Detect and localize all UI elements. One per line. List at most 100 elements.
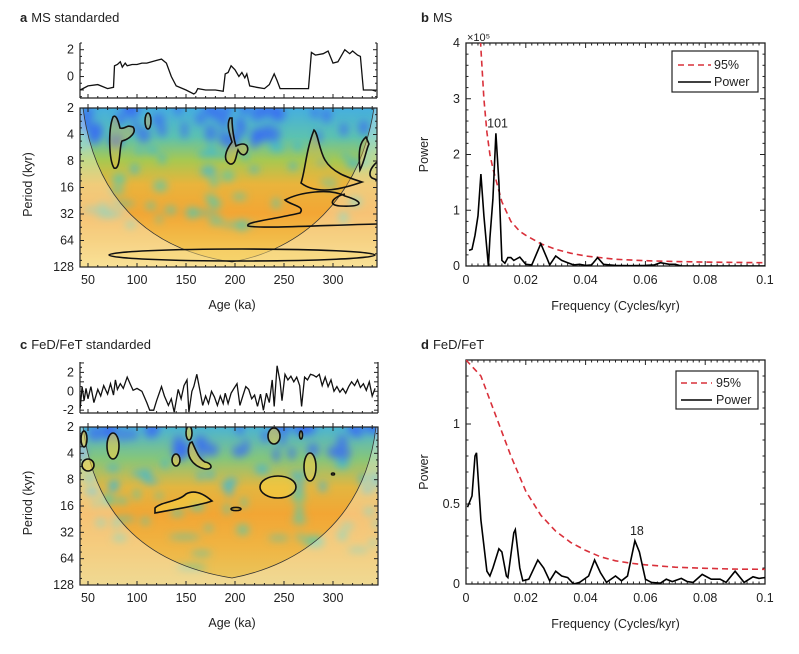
wavelet-low-power-blob xyxy=(262,123,272,142)
wavelet-low-power-blob xyxy=(293,141,302,152)
contour xyxy=(267,427,281,445)
x-tick-label: 100 xyxy=(127,591,148,605)
wavelet-low-power-blob xyxy=(130,163,139,175)
wavelet-low-power-blob xyxy=(288,446,296,461)
x-tick-label: 50 xyxy=(81,591,95,605)
top-series-y-tick-label: 2 xyxy=(67,365,74,379)
wavelet-low-power-blob xyxy=(194,435,203,452)
wavelet-low-power-blob xyxy=(235,427,244,436)
x-axis-label: Frequency (Cycles/kyr) xyxy=(551,617,680,631)
peak-annotation: 101 xyxy=(487,116,508,130)
wavelet-low-power-blob xyxy=(221,481,232,490)
contour xyxy=(144,112,152,130)
wavelet-low-power-blob xyxy=(133,488,141,500)
cone-of-influence-line xyxy=(82,108,375,263)
wavelet-low-power-blob xyxy=(310,535,325,548)
wavelet-low-power-blob xyxy=(82,206,111,213)
wavelet-low-power-blob xyxy=(190,550,212,557)
wavelet-low-power-blob xyxy=(157,124,167,137)
x-tick-label: 50 xyxy=(81,273,95,287)
contour xyxy=(185,427,193,441)
top-series-line xyxy=(79,48,377,95)
contour xyxy=(81,458,95,472)
wavelet-low-power-blob xyxy=(363,507,376,516)
wavelet-low-power-blob xyxy=(119,427,128,443)
wavelet-low-power-blob xyxy=(151,113,166,127)
contour xyxy=(171,453,181,467)
wavelet-low-power-blob xyxy=(128,428,138,441)
wavelet-low-power-blob xyxy=(310,108,319,119)
wavelet-low-power-blob xyxy=(181,121,188,140)
wavelet-low-power-blob xyxy=(87,427,104,442)
wavelet-low-power-blob xyxy=(271,197,281,209)
wavelet-low-power-blob xyxy=(174,108,182,117)
panel-b-legend: 95% Power xyxy=(671,50,759,93)
wavelet-low-power-blob xyxy=(153,180,168,192)
wavelet-low-power-blob xyxy=(111,521,121,528)
x-tick-label: 0 xyxy=(463,273,470,287)
wavelet-low-power-blob xyxy=(200,165,217,177)
contour xyxy=(108,248,376,262)
wavelet-low-power-blob xyxy=(318,481,328,492)
wavelet-low-power-blob xyxy=(92,500,100,507)
contour xyxy=(108,115,135,169)
wavelet-low-power-blob xyxy=(326,177,338,190)
wavelet-low-power-blob xyxy=(250,131,258,150)
contour xyxy=(187,440,212,470)
wavelet-low-power-blob xyxy=(369,539,378,547)
wavelet-low-power-blob xyxy=(335,458,350,469)
wavelet-low-power-blob xyxy=(296,533,304,542)
x-tick-label: 150 xyxy=(176,273,197,287)
wavelet-low-power-blob xyxy=(220,221,256,228)
wavelet-low-power-blob xyxy=(125,220,136,229)
wavelet-low-power-blob xyxy=(168,533,201,540)
y-tick-label: 32 xyxy=(60,525,74,539)
y-tick-label: 1 xyxy=(453,203,460,217)
wavelet-low-power-blob xyxy=(209,175,219,188)
wavelet-low-power-blob xyxy=(109,186,125,195)
wavelet-low-power-blob xyxy=(250,108,264,122)
y-tick-label: 2 xyxy=(453,148,460,162)
y-tick-label: 4 xyxy=(67,446,74,460)
wavelet-low-power-blob xyxy=(347,546,370,553)
wavelet-low-power-blob xyxy=(208,142,216,154)
wavelet-low-power-blob xyxy=(269,108,283,121)
contour xyxy=(358,135,370,173)
wavelet-low-power-blob xyxy=(198,150,211,158)
y-tick-label: 0.5 xyxy=(443,497,460,511)
y-tick-label: 128 xyxy=(53,260,74,274)
wavelet-low-power-blob xyxy=(272,447,280,463)
legend-box xyxy=(675,370,759,410)
wavelet-low-power-blob xyxy=(185,209,220,216)
significance-contours xyxy=(80,427,336,514)
series-group xyxy=(468,43,765,266)
contour xyxy=(230,506,242,512)
wavelet-low-power-blob xyxy=(206,469,215,480)
wavelet-low-power-blob xyxy=(196,471,204,481)
y-tick-label: 16 xyxy=(60,499,74,513)
power-spectrum-line xyxy=(466,452,765,584)
wavelet-low-power-blob xyxy=(90,121,100,140)
contour xyxy=(300,128,365,191)
wavelet-low-power-blob xyxy=(164,205,177,215)
wavelet-low-power-blob xyxy=(95,518,106,527)
wavelet-low-power-blob xyxy=(132,470,141,477)
wavelet-low-power-blob xyxy=(146,146,158,154)
panel-c-title: c FeD/FeT standarded xyxy=(20,337,151,352)
contour xyxy=(369,161,377,181)
legend-box xyxy=(671,50,759,93)
wavelet-low-power-blob xyxy=(339,122,349,137)
x-tick-label: 0.04 xyxy=(573,591,597,605)
wavelet-low-power-blob xyxy=(112,534,128,542)
wavelet-low-power-blob xyxy=(321,108,332,123)
wavelet-low-power-blob xyxy=(102,210,125,217)
contour xyxy=(303,452,317,482)
x-tick-label: 0.06 xyxy=(633,591,657,605)
wavelet-low-power-blob xyxy=(268,535,290,542)
y-tick-label: 2 xyxy=(67,420,74,434)
wavelet-low-power-blob xyxy=(161,458,169,469)
y-tick-label: 8 xyxy=(67,473,74,487)
cone-of-influence-shade xyxy=(80,427,378,585)
top-series-y-tick-label: 2 xyxy=(67,43,74,57)
